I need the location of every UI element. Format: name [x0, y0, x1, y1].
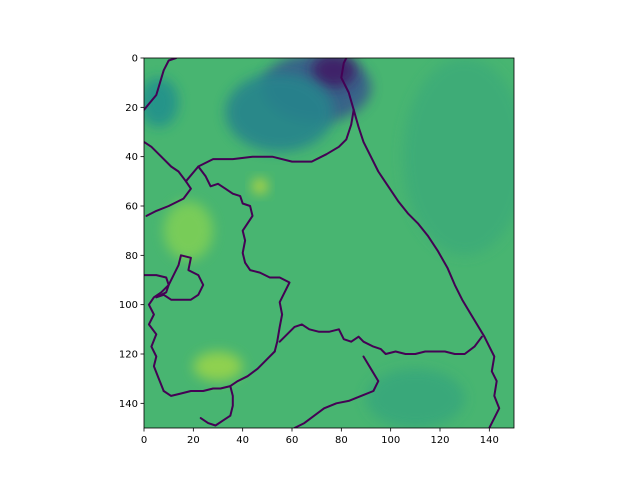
- field-bright-spot: [252, 178, 268, 194]
- y-tick-label: 60: [125, 202, 138, 213]
- border-line-10: [293, 355, 380, 428]
- y-tick-label: 20: [125, 103, 138, 114]
- x-tick-label: 140: [480, 435, 499, 446]
- field-bright-lower-left: [193, 351, 243, 382]
- x-axis: 0 20 40 60 80 100 120 140: [141, 428, 499, 446]
- field-dark-top-spread: [225, 72, 334, 152]
- field-left-edge-dark: [144, 77, 179, 128]
- border-line-6: [162, 350, 276, 397]
- y-tick-label: 120: [119, 350, 138, 361]
- field-sea-right: [403, 58, 514, 256]
- x-tick-label: 80: [335, 435, 348, 446]
- x-tick-label: 60: [286, 435, 299, 446]
- border-lines: [144, 58, 501, 428]
- x-tick-label: 40: [236, 435, 249, 446]
- border-line-5: [278, 323, 483, 355]
- heatmap-field: [144, 58, 514, 428]
- border-line-3: [197, 165, 291, 353]
- border-line-2: [184, 58, 355, 183]
- border-line-0: [144, 58, 178, 111]
- y-tick-label: 0: [132, 54, 138, 65]
- y-tick-label: 100: [119, 300, 138, 311]
- x-tick-label: 20: [187, 435, 200, 446]
- field-bright-mid-left: [163, 201, 214, 261]
- x-tick-label: 0: [141, 435, 147, 446]
- y-tick-label: 140: [119, 399, 138, 410]
- field-dark-top-core: [311, 58, 357, 88]
- x-tick-label: 120: [430, 435, 449, 446]
- y-tick-label: 40: [125, 152, 138, 163]
- border-line-7: [144, 274, 170, 392]
- border-line-8: [155, 254, 205, 301]
- y-tick-label: 80: [125, 251, 138, 262]
- x-tick-label: 100: [381, 435, 400, 446]
- border-line-9: [199, 385, 234, 427]
- plot-area: [143, 57, 515, 429]
- field-lower-right: [366, 368, 465, 428]
- axes-frame: [143, 57, 515, 429]
- y-axis: 0 20 40 60 80 100 120 140: [119, 54, 144, 410]
- border-line-4: [352, 108, 501, 428]
